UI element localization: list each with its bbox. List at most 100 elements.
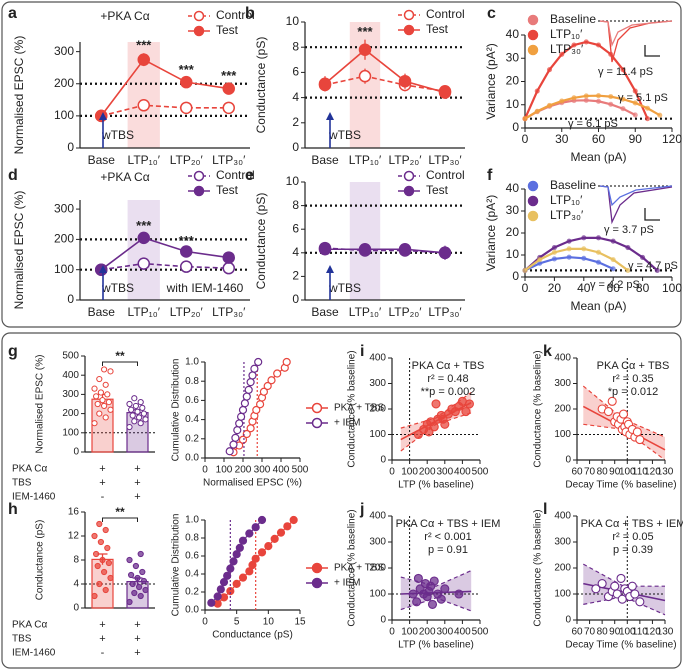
point xyxy=(571,95,577,101)
legend-marker xyxy=(527,44,539,56)
y-axis-title: Normalised EPSC (%) xyxy=(12,36,26,155)
point xyxy=(231,433,240,442)
x-tick-label: 200 xyxy=(235,465,252,476)
point xyxy=(264,541,273,551)
point xyxy=(244,385,253,394)
y-tick-label: 400 xyxy=(62,370,79,381)
point xyxy=(248,560,257,570)
point xyxy=(102,526,109,534)
series-line xyxy=(324,75,446,93)
point xyxy=(256,400,265,409)
point xyxy=(131,395,138,402)
point xyxy=(534,108,540,114)
x-tick-label: 100 xyxy=(619,627,636,638)
point xyxy=(102,414,109,421)
arrow-head xyxy=(99,112,107,120)
point xyxy=(603,406,613,417)
x-tick-label: 500 xyxy=(472,467,489,478)
point xyxy=(252,405,261,415)
y-tick-label: 30 xyxy=(506,203,520,217)
x-tick-label: 100 xyxy=(619,467,636,478)
y-tick-label: 500 xyxy=(62,351,79,362)
point xyxy=(257,548,267,557)
annotation: PKA Cα + TBS + IEM xyxy=(396,518,501,530)
y-tick-label: 10 xyxy=(286,174,300,188)
y-axis-title: Conductance (% baseline) xyxy=(533,509,544,626)
legend-label: + IEM xyxy=(334,578,360,589)
x-tick-label: 60 xyxy=(607,281,621,295)
row-mark: + xyxy=(134,477,140,489)
y-tick-label: 0.6 xyxy=(185,395,199,406)
panel: e 0 2 4 6 8 10 Base LTP₁₀′ LTP₂₀′ LTP₃₀′ Conductanc… xyxy=(245,167,465,319)
y-tick-label: 200 xyxy=(54,76,74,90)
point xyxy=(246,424,255,433)
point xyxy=(226,564,235,573)
y-tick-label: 10 xyxy=(506,97,520,111)
panel: 0.00.20.40.60.81.00 100 200 300 400 500Cumula… xyxy=(171,357,385,489)
legend-marker xyxy=(193,10,205,22)
point xyxy=(534,88,540,94)
y-tick-label: 6 xyxy=(292,221,299,235)
point xyxy=(283,522,292,531)
panel: 0.0 0.2 0.4 0.6 0.8 1.0 0 5 10 15 Cumulative Distr… xyxy=(171,514,385,641)
point xyxy=(235,419,244,428)
point xyxy=(610,238,616,244)
point xyxy=(644,116,651,122)
x-tick-label: LTP₃₀′ xyxy=(212,153,246,167)
row-label: TBS xyxy=(12,478,32,489)
row-label: IEM-1460 xyxy=(12,648,56,659)
point xyxy=(107,368,114,375)
y-tick-label: 0.4 xyxy=(185,569,199,580)
point xyxy=(180,260,193,273)
x-tick-label: 0 xyxy=(522,281,529,295)
annotation: +PKA Cα xyxy=(100,9,149,23)
point xyxy=(101,402,108,410)
top-frame xyxy=(1,1,682,328)
x-tick-label: 120 xyxy=(644,627,661,638)
legend-marker xyxy=(311,577,323,589)
y-tick-label: 0 xyxy=(292,292,299,306)
point xyxy=(398,74,412,88)
point xyxy=(625,244,631,251)
x-tick-label: 110 xyxy=(632,467,648,478)
y-tick-label: 200 xyxy=(554,563,571,574)
y-tick-label: 300 xyxy=(554,378,571,389)
y-tick-label: 0 xyxy=(380,455,386,466)
point xyxy=(94,400,101,408)
y-tick-label: 12 xyxy=(68,531,80,542)
point xyxy=(93,550,100,558)
point xyxy=(242,392,251,401)
point xyxy=(608,101,614,107)
y-tick-label: 2 xyxy=(292,269,299,283)
y-tick-label: 0 xyxy=(565,615,571,626)
point xyxy=(251,554,260,563)
point xyxy=(620,96,626,102)
point xyxy=(222,82,235,95)
point xyxy=(226,586,235,596)
legend-label: PKA + TBS xyxy=(334,563,384,574)
legend-label: LTP₁₀′ xyxy=(550,27,583,41)
y-tick-label: 400 xyxy=(369,511,386,522)
y-axis-title: Conductance (pS) xyxy=(35,520,46,601)
point xyxy=(242,429,251,439)
point xyxy=(620,106,626,112)
point xyxy=(219,577,229,587)
point xyxy=(581,246,587,252)
point xyxy=(107,406,114,413)
legend-label: Control xyxy=(216,8,255,22)
point xyxy=(427,599,438,609)
y-axis-title: Conductance (% baseline) xyxy=(347,509,358,626)
point xyxy=(318,77,332,90)
x-tick-label: Base xyxy=(88,153,116,167)
legend-marker xyxy=(193,185,205,197)
gamma-label: γ = 3.7 pS xyxy=(604,224,654,236)
x-tick-label: 80 xyxy=(636,281,650,295)
x-axis-title: Decay Time (% baseline) xyxy=(565,640,676,651)
y-tick-label: 0.8 xyxy=(185,533,199,544)
x-axis-title: Decay Time (% baseline) xyxy=(565,480,676,491)
point xyxy=(464,399,474,409)
x-tick-label: 60 xyxy=(592,132,606,146)
panel-letter: a xyxy=(8,5,17,22)
panel-letter: e xyxy=(245,167,254,184)
x-tick-label: 15 xyxy=(294,617,306,628)
